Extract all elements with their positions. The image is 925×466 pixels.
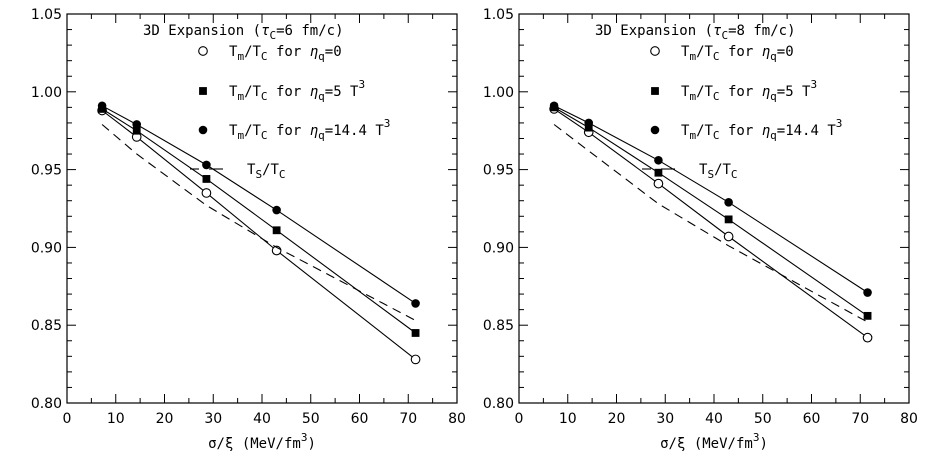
- data-point-eta14: [272, 205, 281, 215]
- data-point-eta14: [132, 120, 142, 129]
- legend-marker-eta5: [199, 87, 207, 95]
- x-tick-label: 20: [156, 411, 174, 427]
- legend-marker-eta0: [650, 46, 660, 56]
- chart-panel-2: 0 10 20 30 40 50 60 70 80 0.80 0.85 0.90 0.95 1.00 1.0…: [483, 7, 918, 452]
- legend-entry-ts: TS/TC: [642, 162, 738, 181]
- series-eta5: [98, 105, 420, 337]
- legend-label-eta5: Tm/TC for ηq=5 T3: [229, 78, 365, 103]
- series-line-eta0: [553, 108, 868, 339]
- data-point-eta14: [202, 160, 211, 170]
- legend-marker-eta5: [651, 87, 659, 95]
- plot-frame: [66, 13, 458, 404]
- legend-entry-ts: TS/TC: [190, 162, 286, 181]
- y-tick-label: 0.80: [483, 396, 514, 412]
- series-eta0: [549, 104, 873, 343]
- y-tick-label: 1.05: [483, 7, 514, 23]
- y-tick-label: 0.80: [31, 396, 62, 412]
- x-tick-label: 10: [559, 411, 577, 427]
- y-tick-label: 0.90: [483, 240, 514, 256]
- data-point-eta14: [549, 101, 559, 111]
- data-point-eta5: [654, 168, 663, 177]
- y-tick-label: 0.90: [31, 240, 62, 256]
- data-point-eta0: [723, 231, 734, 242]
- y-tick-label: 1.00: [31, 85, 62, 101]
- data-point-eta0: [410, 354, 421, 365]
- data-point-eta0: [862, 332, 873, 343]
- panel-title: 3D Expansion (τC=6 fm/c): [143, 23, 344, 42]
- legend-marker-eta14: [198, 125, 208, 135]
- x-tick-label: 0: [515, 411, 524, 427]
- legend-label-eta14: Tm/TC for ηq=14.4 T3: [681, 117, 842, 142]
- x-tick-label: 0: [63, 411, 72, 427]
- data-point-eta14: [411, 299, 420, 308]
- x-tick-label: 50: [754, 411, 772, 427]
- legend-label-eta0: Tm/TC for ηq=0: [681, 44, 794, 63]
- data-point-eta5: [863, 311, 872, 320]
- legend-marker-eta14: [650, 125, 660, 135]
- data-point-eta5: [202, 175, 211, 183]
- data-point-eta0: [653, 178, 664, 189]
- x-tick-label: 60: [351, 411, 369, 427]
- y-tick-label: 0.95: [31, 163, 62, 179]
- x-tick-label: 10: [107, 411, 125, 427]
- series-ts: [101, 124, 416, 321]
- x-tick-label: 50: [302, 411, 320, 427]
- data-point-eta14: [97, 101, 107, 111]
- x-tick-label: 30: [204, 411, 222, 427]
- x-tick-label: 70: [851, 411, 869, 427]
- series-eta14: [549, 101, 872, 297]
- data-point-eta5: [272, 226, 281, 235]
- legend-entry-eta0: Tm/TC for ηq=0: [198, 44, 342, 63]
- data-point-eta5: [584, 123, 593, 132]
- panel-title: 3D Expansion (τC=8 fm/c): [595, 23, 796, 42]
- series-line-eta5: [101, 108, 416, 334]
- x-tick-label: 30: [656, 411, 674, 427]
- legend-marker-eta0: [198, 46, 208, 56]
- x-tick-label: 40: [253, 411, 271, 427]
- series-eta0: [97, 105, 421, 365]
- legend-label-ts: TS/TC: [247, 162, 286, 181]
- data-point-eta5: [132, 126, 141, 135]
- legend-label-ts: TS/TC: [699, 162, 738, 181]
- legend-label-eta14: Tm/TC for ηq=14.4 T3: [229, 117, 390, 142]
- data-point-eta14: [654, 155, 663, 165]
- plot-frame: [518, 13, 910, 404]
- x-tick-label: 70: [399, 411, 417, 427]
- series-line-eta0: [101, 110, 416, 360]
- series-line-ts: [101, 124, 416, 321]
- legend-label-eta5: Tm/TC for ηq=5 T3: [681, 78, 817, 103]
- legend-entry-eta14: Tm/TC for ηq=14.4 T3: [198, 117, 390, 142]
- series-eta14: [97, 101, 420, 308]
- x-tick-label: 40: [705, 411, 723, 427]
- data-point-eta5: [724, 215, 733, 224]
- data-point-eta14: [584, 118, 594, 128]
- x-tick-label: 20: [608, 411, 626, 427]
- y-tick-label: 1.05: [31, 7, 62, 23]
- y-tick-label: 1.00: [483, 85, 514, 101]
- data-point-eta14: [863, 288, 872, 297]
- x-axis-title: σ/ξ (MeV/fm3): [208, 431, 316, 452]
- legend-entry-eta0: Tm/TC for ηq=0: [650, 44, 794, 63]
- y-tick-label: 0.95: [483, 163, 514, 179]
- data-point-eta0: [201, 188, 212, 198]
- x-tick-label: 80: [900, 411, 918, 427]
- x-axis-title: σ/ξ (MeV/fm3): [660, 431, 768, 452]
- legend-entry-eta14: Tm/TC for ηq=14.4 T3: [650, 117, 842, 142]
- y-tick-label: 0.85: [31, 318, 62, 334]
- x-tick-label: 80: [448, 411, 466, 427]
- data-point-eta14: [724, 197, 733, 207]
- legend-label-eta0: Tm/TC for ηq=0: [229, 44, 342, 63]
- y-tick-label: 0.85: [483, 318, 514, 334]
- data-point-eta5: [411, 329, 420, 337]
- legend-entry-eta5: Tm/TC for ηq=5 T3: [199, 78, 365, 103]
- legend-entry-eta5: Tm/TC for ηq=5 T3: [651, 78, 817, 103]
- chart-panel-1: 0 10 20 30 40 50 60 70 80 0.80 0.85 0.90 0.95 1.00 1.0…: [31, 7, 466, 452]
- x-tick-label: 60: [803, 411, 821, 427]
